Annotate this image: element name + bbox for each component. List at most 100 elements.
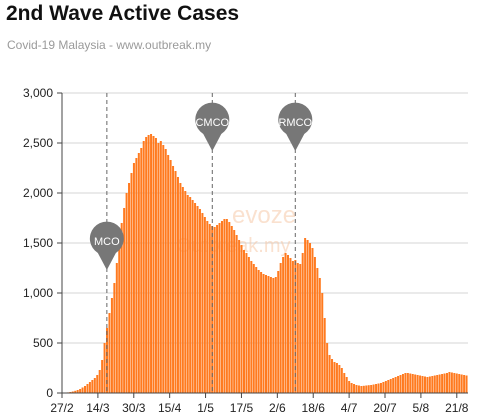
bar: [91, 380, 94, 393]
bar: [218, 223, 221, 393]
bar: [465, 375, 468, 393]
bar: [353, 384, 356, 393]
bar: [110, 298, 113, 393]
bar: [194, 203, 197, 393]
bar: [181, 187, 184, 393]
bar: [287, 255, 290, 393]
bar: [399, 375, 402, 393]
bar: [328, 355, 331, 393]
chart-title: 2nd Wave Active Cases: [6, 2, 240, 25]
x-tick-label: 15/4: [158, 401, 182, 415]
bar: [186, 195, 189, 393]
bar: [245, 253, 248, 393]
pin-icon: [278, 102, 313, 151]
bar: [423, 376, 426, 393]
y-tick-label: 3,000: [23, 86, 53, 100]
bar: [81, 387, 84, 393]
bar: [333, 362, 336, 393]
bar: [311, 248, 314, 393]
bar: [260, 272, 263, 393]
bar: [453, 373, 456, 393]
y-tick-label: 500: [33, 336, 53, 350]
bar: [213, 227, 216, 393]
x-tick-label: 21/8: [445, 401, 469, 415]
bar: [443, 373, 446, 393]
bar: [379, 383, 382, 393]
bar: [389, 379, 392, 393]
bar: [223, 219, 226, 393]
y-tick-label: 2,000: [23, 186, 53, 200]
bar: [216, 225, 219, 393]
bar: [154, 138, 157, 393]
bar: [401, 374, 404, 393]
bar: [208, 224, 211, 393]
bar: [316, 268, 319, 393]
bar: [301, 253, 304, 393]
bar: [357, 385, 360, 393]
bar: [206, 221, 209, 393]
bar: [360, 386, 363, 393]
bar: [382, 382, 385, 393]
bar: [348, 381, 351, 393]
bar: [159, 141, 162, 393]
bar: [375, 384, 378, 393]
bar: [101, 360, 104, 393]
bar: [409, 373, 412, 393]
bar: [421, 376, 424, 393]
bar: [225, 219, 228, 393]
bar: [416, 375, 419, 393]
bar: [450, 372, 453, 393]
event-marker-mco: MCO: [89, 93, 124, 393]
bar: [198, 209, 201, 393]
bar: [132, 163, 135, 393]
bar: [296, 263, 299, 393]
bar: [345, 377, 348, 393]
bar: [338, 365, 341, 393]
bar: [250, 261, 253, 393]
bar: [233, 230, 236, 393]
bar: [460, 374, 463, 393]
bar: [309, 243, 312, 393]
bar: [167, 155, 170, 393]
bars: [62, 134, 468, 393]
bar: [242, 250, 245, 393]
bar: [414, 374, 417, 393]
bar: [238, 240, 241, 393]
bar: [428, 376, 431, 393]
bar: [394, 377, 397, 393]
y-tick-label: 1,000: [23, 286, 53, 300]
bar: [135, 158, 138, 393]
bar: [326, 343, 329, 393]
bar: [235, 235, 238, 393]
bar: [79, 389, 82, 393]
bar: [370, 385, 373, 393]
bar: [162, 145, 165, 393]
bar: [88, 382, 91, 393]
bar: [367, 385, 370, 393]
y-tick-label: 1,500: [23, 236, 53, 250]
bar: [74, 390, 77, 393]
bar: [340, 368, 343, 393]
bar: [335, 363, 338, 393]
x-tick-label: 30/3: [122, 401, 146, 415]
pin-icon: [89, 221, 124, 270]
bar: [118, 243, 121, 393]
events: MCO CMCO RMCO: [89, 93, 313, 393]
bar: [76, 390, 79, 393]
bar: [230, 226, 233, 393]
bar: [140, 148, 143, 393]
bar: [318, 278, 321, 393]
bar: [448, 372, 451, 393]
bar: [279, 263, 282, 393]
bar: [157, 143, 160, 393]
bar: [365, 385, 368, 393]
bar: [269, 277, 272, 393]
bar: [306, 240, 309, 393]
bar: [299, 264, 302, 393]
chart-subtitle: Covid-19 Malaysia - www.outbreak.my: [7, 38, 212, 52]
bar: [289, 258, 292, 393]
bar: [93, 378, 96, 393]
bar: [392, 378, 395, 393]
bar: [265, 275, 267, 393]
bar: [387, 380, 390, 393]
